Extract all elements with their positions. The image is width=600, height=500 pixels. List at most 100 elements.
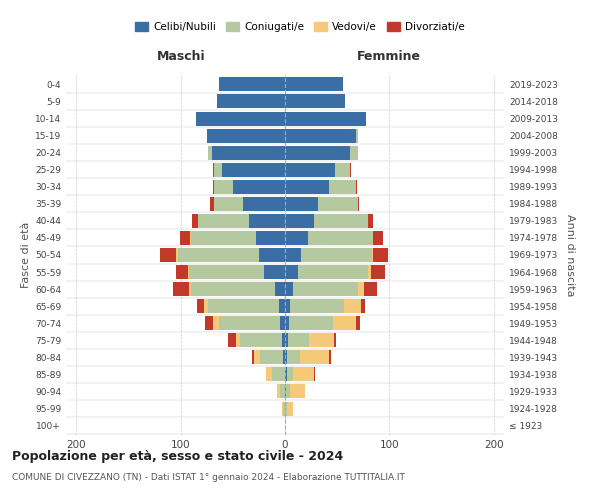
Bar xyxy=(319,197,358,211)
Bar xyxy=(213,316,220,330)
Bar xyxy=(285,368,287,382)
Bar xyxy=(285,128,356,142)
Bar xyxy=(199,214,248,228)
Bar xyxy=(329,350,331,364)
Bar xyxy=(285,162,335,176)
Bar xyxy=(254,350,260,364)
Bar xyxy=(196,112,285,126)
Bar xyxy=(285,112,367,126)
Bar xyxy=(335,162,350,176)
Bar xyxy=(285,265,298,279)
Bar xyxy=(210,197,214,211)
Bar xyxy=(368,214,373,228)
Bar xyxy=(189,282,191,296)
Bar xyxy=(285,316,289,330)
Bar xyxy=(197,299,203,313)
Bar xyxy=(178,248,259,262)
Bar xyxy=(288,334,309,347)
Y-axis label: Fasce di età: Fasce di età xyxy=(21,222,31,288)
Text: COMUNE DI CIVEZZANO (TN) - Dati ISTAT 1° gennaio 2024 - Elaborazione TUTTITALIA.: COMUNE DI CIVEZZANO (TN) - Dati ISTAT 1°… xyxy=(12,472,405,482)
Bar xyxy=(279,299,285,313)
Bar xyxy=(213,180,214,194)
Bar xyxy=(290,299,344,313)
Bar xyxy=(308,231,373,245)
Bar xyxy=(212,146,285,160)
Bar xyxy=(189,265,264,279)
Bar xyxy=(333,316,356,330)
Bar xyxy=(356,128,358,142)
Bar xyxy=(260,350,283,364)
Bar xyxy=(264,265,285,279)
Text: Femmine: Femmine xyxy=(357,50,421,62)
Bar xyxy=(191,231,256,245)
Bar xyxy=(160,248,175,262)
Bar xyxy=(356,180,357,194)
Bar xyxy=(285,197,319,211)
Bar xyxy=(190,231,191,245)
Bar xyxy=(207,128,285,142)
Bar xyxy=(309,334,334,347)
Bar xyxy=(205,316,213,330)
Bar xyxy=(285,78,343,92)
Bar xyxy=(299,350,329,364)
Bar xyxy=(287,402,293,415)
Bar xyxy=(175,248,178,262)
Bar xyxy=(220,78,285,92)
Bar xyxy=(289,316,333,330)
Bar xyxy=(243,197,285,211)
Bar xyxy=(266,368,272,382)
Legend: Celibi/Nubili, Coniugati/e, Vedovi/e, Divorziati/e: Celibi/Nubili, Coniugati/e, Vedovi/e, Di… xyxy=(131,18,469,36)
Bar xyxy=(371,265,385,279)
Bar xyxy=(280,384,285,398)
Bar xyxy=(286,384,290,398)
Bar xyxy=(285,402,287,415)
Bar xyxy=(373,248,388,262)
Bar xyxy=(208,146,212,160)
Bar xyxy=(223,162,285,176)
Bar xyxy=(287,368,293,382)
Bar xyxy=(283,402,285,415)
Bar xyxy=(280,316,285,330)
Bar xyxy=(285,94,346,108)
Bar xyxy=(236,334,240,347)
Bar xyxy=(334,334,336,347)
Bar xyxy=(293,368,314,382)
Bar xyxy=(285,384,286,398)
Bar xyxy=(283,350,285,364)
Bar xyxy=(217,94,285,108)
Bar xyxy=(285,350,287,364)
Bar xyxy=(251,350,254,364)
Bar xyxy=(191,282,275,296)
Bar xyxy=(275,282,285,296)
Bar xyxy=(285,146,350,160)
Bar xyxy=(373,231,383,245)
Y-axis label: Anni di nascita: Anni di nascita xyxy=(565,214,575,296)
Bar xyxy=(329,180,356,194)
Bar xyxy=(285,282,293,296)
Bar xyxy=(233,180,285,194)
Bar xyxy=(285,248,301,262)
Bar xyxy=(285,334,288,347)
Bar xyxy=(220,316,280,330)
Bar xyxy=(285,299,290,313)
Bar xyxy=(227,334,236,347)
Bar xyxy=(214,180,233,194)
Bar xyxy=(256,231,285,245)
Bar xyxy=(364,282,377,296)
Bar xyxy=(240,334,282,347)
Bar xyxy=(282,402,283,415)
Bar xyxy=(350,146,358,160)
Bar xyxy=(290,384,305,398)
Bar xyxy=(358,197,359,211)
Text: Popolazione per età, sesso e stato civile - 2024: Popolazione per età, sesso e stato civil… xyxy=(12,450,343,463)
Bar xyxy=(314,368,315,382)
Bar xyxy=(285,231,308,245)
Bar xyxy=(203,299,208,313)
Bar xyxy=(173,282,189,296)
Bar xyxy=(293,282,358,296)
Bar xyxy=(272,368,285,382)
Bar xyxy=(371,248,373,262)
Bar xyxy=(314,214,368,228)
Bar xyxy=(282,334,285,347)
Bar xyxy=(298,265,368,279)
